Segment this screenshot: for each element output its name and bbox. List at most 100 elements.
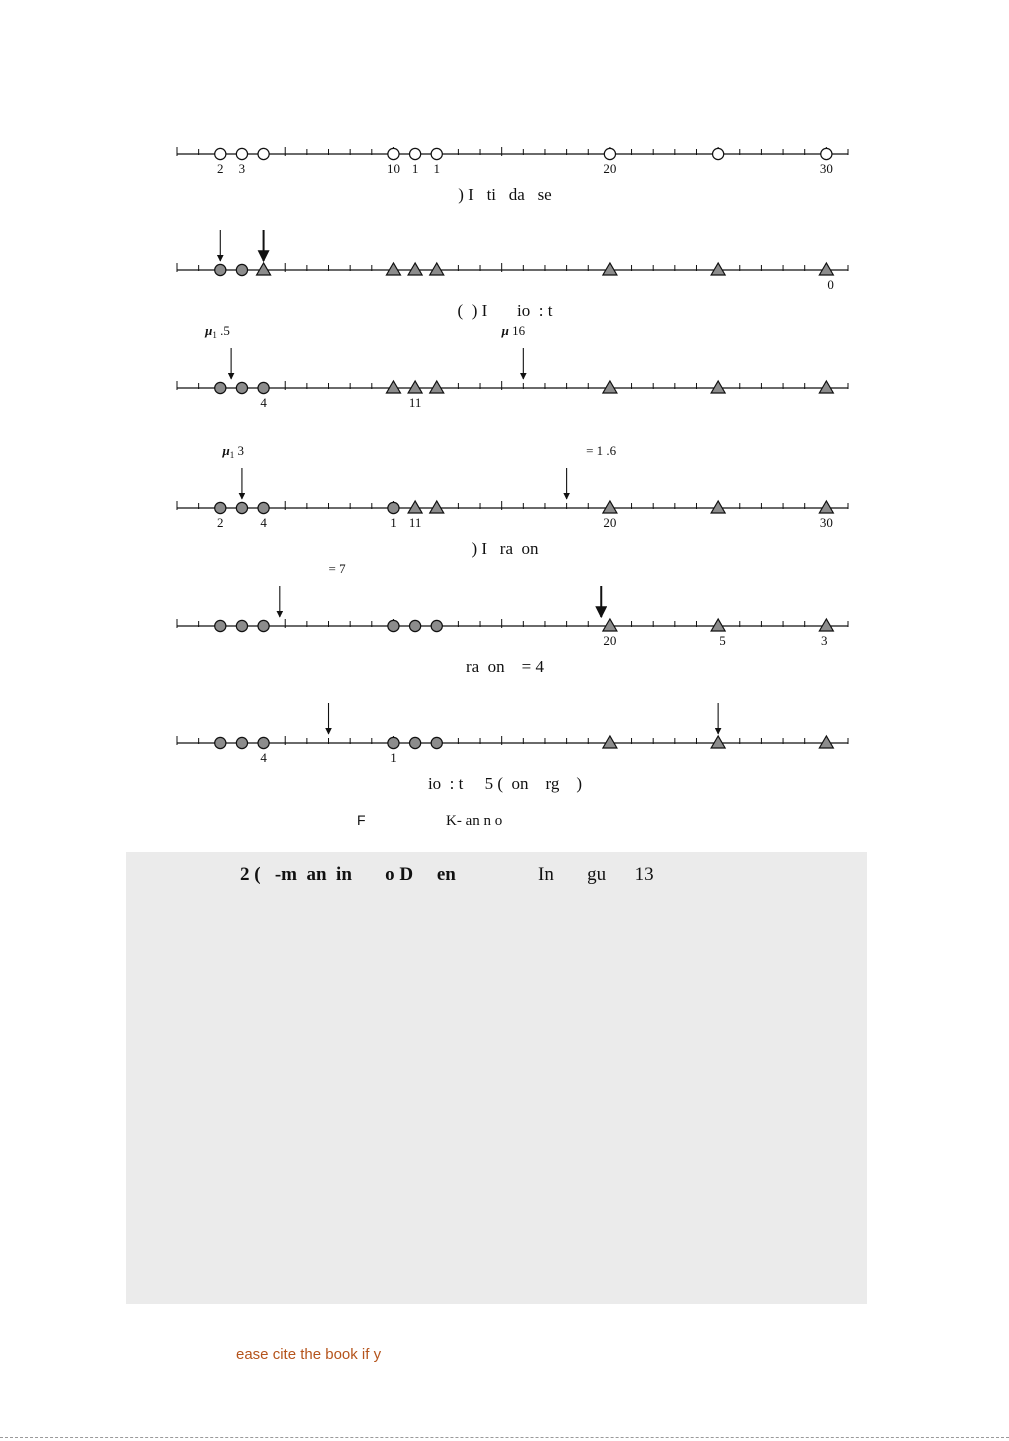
data-point-triangle — [385, 379, 402, 394]
number-line-5: 20 5 3 = 7 ra on = 4 — [176, 561, 849, 676]
centroid-annotation: = 7 — [329, 561, 347, 576]
data-point-circle — [214, 501, 227, 515]
data-point-triangle — [385, 261, 402, 276]
data-point-circle — [235, 619, 249, 633]
data-point-triangle — [407, 499, 424, 514]
mu-symbol: μ — [501, 323, 509, 338]
data-point-triangle — [710, 734, 727, 749]
data-point-circle — [214, 619, 227, 633]
subfigure-caption: ) I ti da se — [458, 185, 551, 204]
data-point-triangle — [428, 499, 445, 514]
point-label: 11 — [409, 515, 422, 530]
data-point-circle — [257, 147, 270, 161]
data-point-circle — [387, 147, 400, 161]
annotation-text: 16 — [509, 323, 526, 338]
point-label: 3 — [239, 161, 246, 176]
point-label: 20 — [603, 633, 616, 648]
data-point-circle — [257, 619, 270, 633]
point-label: 1 — [433, 161, 440, 176]
point-label: 30 — [820, 515, 833, 530]
point-label: 2 — [217, 515, 224, 530]
point-label: 11 — [409, 395, 422, 410]
data-point-circle — [387, 736, 400, 750]
data-point-triangle — [710, 617, 727, 632]
data-point-circle — [235, 381, 249, 395]
data-point-circle — [408, 736, 422, 750]
data-point-triangle — [407, 379, 424, 394]
data-point-circle — [235, 147, 249, 161]
annotation-text: = 7 — [329, 561, 347, 576]
point-label: 2 — [217, 161, 224, 176]
data-point-triangle — [601, 499, 618, 514]
data-point-circle — [257, 501, 270, 515]
data-point-circle — [430, 736, 443, 750]
data-point-triangle — [818, 499, 835, 514]
point-label: 4 — [260, 395, 267, 410]
number-line-1: 2 3 10 1 1 20 30 ) I ti da se — [176, 147, 849, 204]
data-point-triangle — [710, 379, 727, 394]
point-label: 4 — [260, 515, 267, 530]
data-point-triangle — [818, 617, 835, 632]
data-point-triangle — [428, 261, 445, 276]
data-point-circle — [820, 147, 833, 161]
data-point-circle — [235, 736, 249, 750]
centroid-annotation: μ1 3 — [221, 443, 243, 460]
subfigure-caption: io : t 5 ( on rg ) — [428, 774, 582, 793]
example-reference: In gu 13 — [538, 864, 654, 885]
point-label: 5 — [719, 633, 726, 648]
point-label: 30 — [820, 161, 833, 176]
data-point-circle — [408, 619, 422, 633]
point-label: 1 — [390, 750, 397, 765]
data-point-triangle — [818, 734, 835, 749]
figure-caption-prefix: F — [357, 812, 366, 828]
data-point-circle — [214, 147, 227, 161]
subfigure-caption: ) I ra on — [471, 539, 539, 558]
number-line-6: 4 1 io : t 5 ( on rg ) — [176, 703, 849, 793]
figure-caption: K- an n o — [446, 813, 502, 829]
k-means-figure: 2 3 10 1 1 20 30) I ti da se0( ) I io : t4 11μ1… — [176, 147, 849, 829]
mu-subscript: 1 — [230, 450, 235, 460]
data-point-circle — [408, 147, 422, 161]
data-point-triangle — [818, 379, 835, 394]
data-point-circle — [235, 501, 249, 515]
mu-symbol: μ — [204, 323, 212, 338]
mu-symbol: μ — [221, 443, 229, 458]
point-label: 1 — [412, 161, 419, 176]
mu-subscript: 1 — [212, 330, 217, 340]
point-label: 20 — [603, 161, 616, 176]
data-point-circle — [430, 147, 443, 161]
data-point-circle — [387, 619, 400, 633]
data-point-triangle — [601, 734, 618, 749]
point-label: 10 — [387, 161, 400, 176]
example-title: 2 ( -m an in o D en — [240, 864, 456, 885]
point-label: 20 — [603, 515, 616, 530]
data-point-triangle — [710, 499, 727, 514]
annotation-text: = 1 .6 — [586, 443, 617, 458]
data-point-circle — [214, 381, 227, 395]
annotation-text: 3 — [234, 443, 244, 458]
example-box: 2 ( -m an in o D en In gu 13 — [126, 852, 867, 1304]
data-point-circle — [387, 501, 400, 515]
page-bottom-rule — [0, 1437, 1009, 1438]
data-point-circle — [257, 736, 270, 750]
point-label: 3 — [821, 633, 828, 648]
centroid-annotation: μ 16 — [501, 323, 526, 338]
footer-note: ease cite the book if y — [236, 1346, 382, 1363]
data-point-triangle — [428, 379, 445, 394]
data-point-circle — [711, 147, 725, 161]
data-point-circle — [214, 263, 227, 277]
data-point-triangle — [255, 261, 272, 276]
data-point-triangle — [710, 261, 727, 276]
data-point-circle — [257, 381, 270, 395]
point-label: 1 — [390, 515, 397, 530]
number-line-2: 0 ( ) I io : t — [176, 230, 849, 320]
data-point-triangle — [601, 379, 618, 394]
subfigure-caption: ( ) I io : t — [458, 301, 553, 320]
point-label: 0 — [827, 277, 834, 292]
data-point-circle — [235, 263, 249, 277]
annotation-text: .5 — [217, 323, 230, 338]
data-point-circle — [430, 619, 443, 633]
point-label: 4 — [260, 750, 267, 765]
